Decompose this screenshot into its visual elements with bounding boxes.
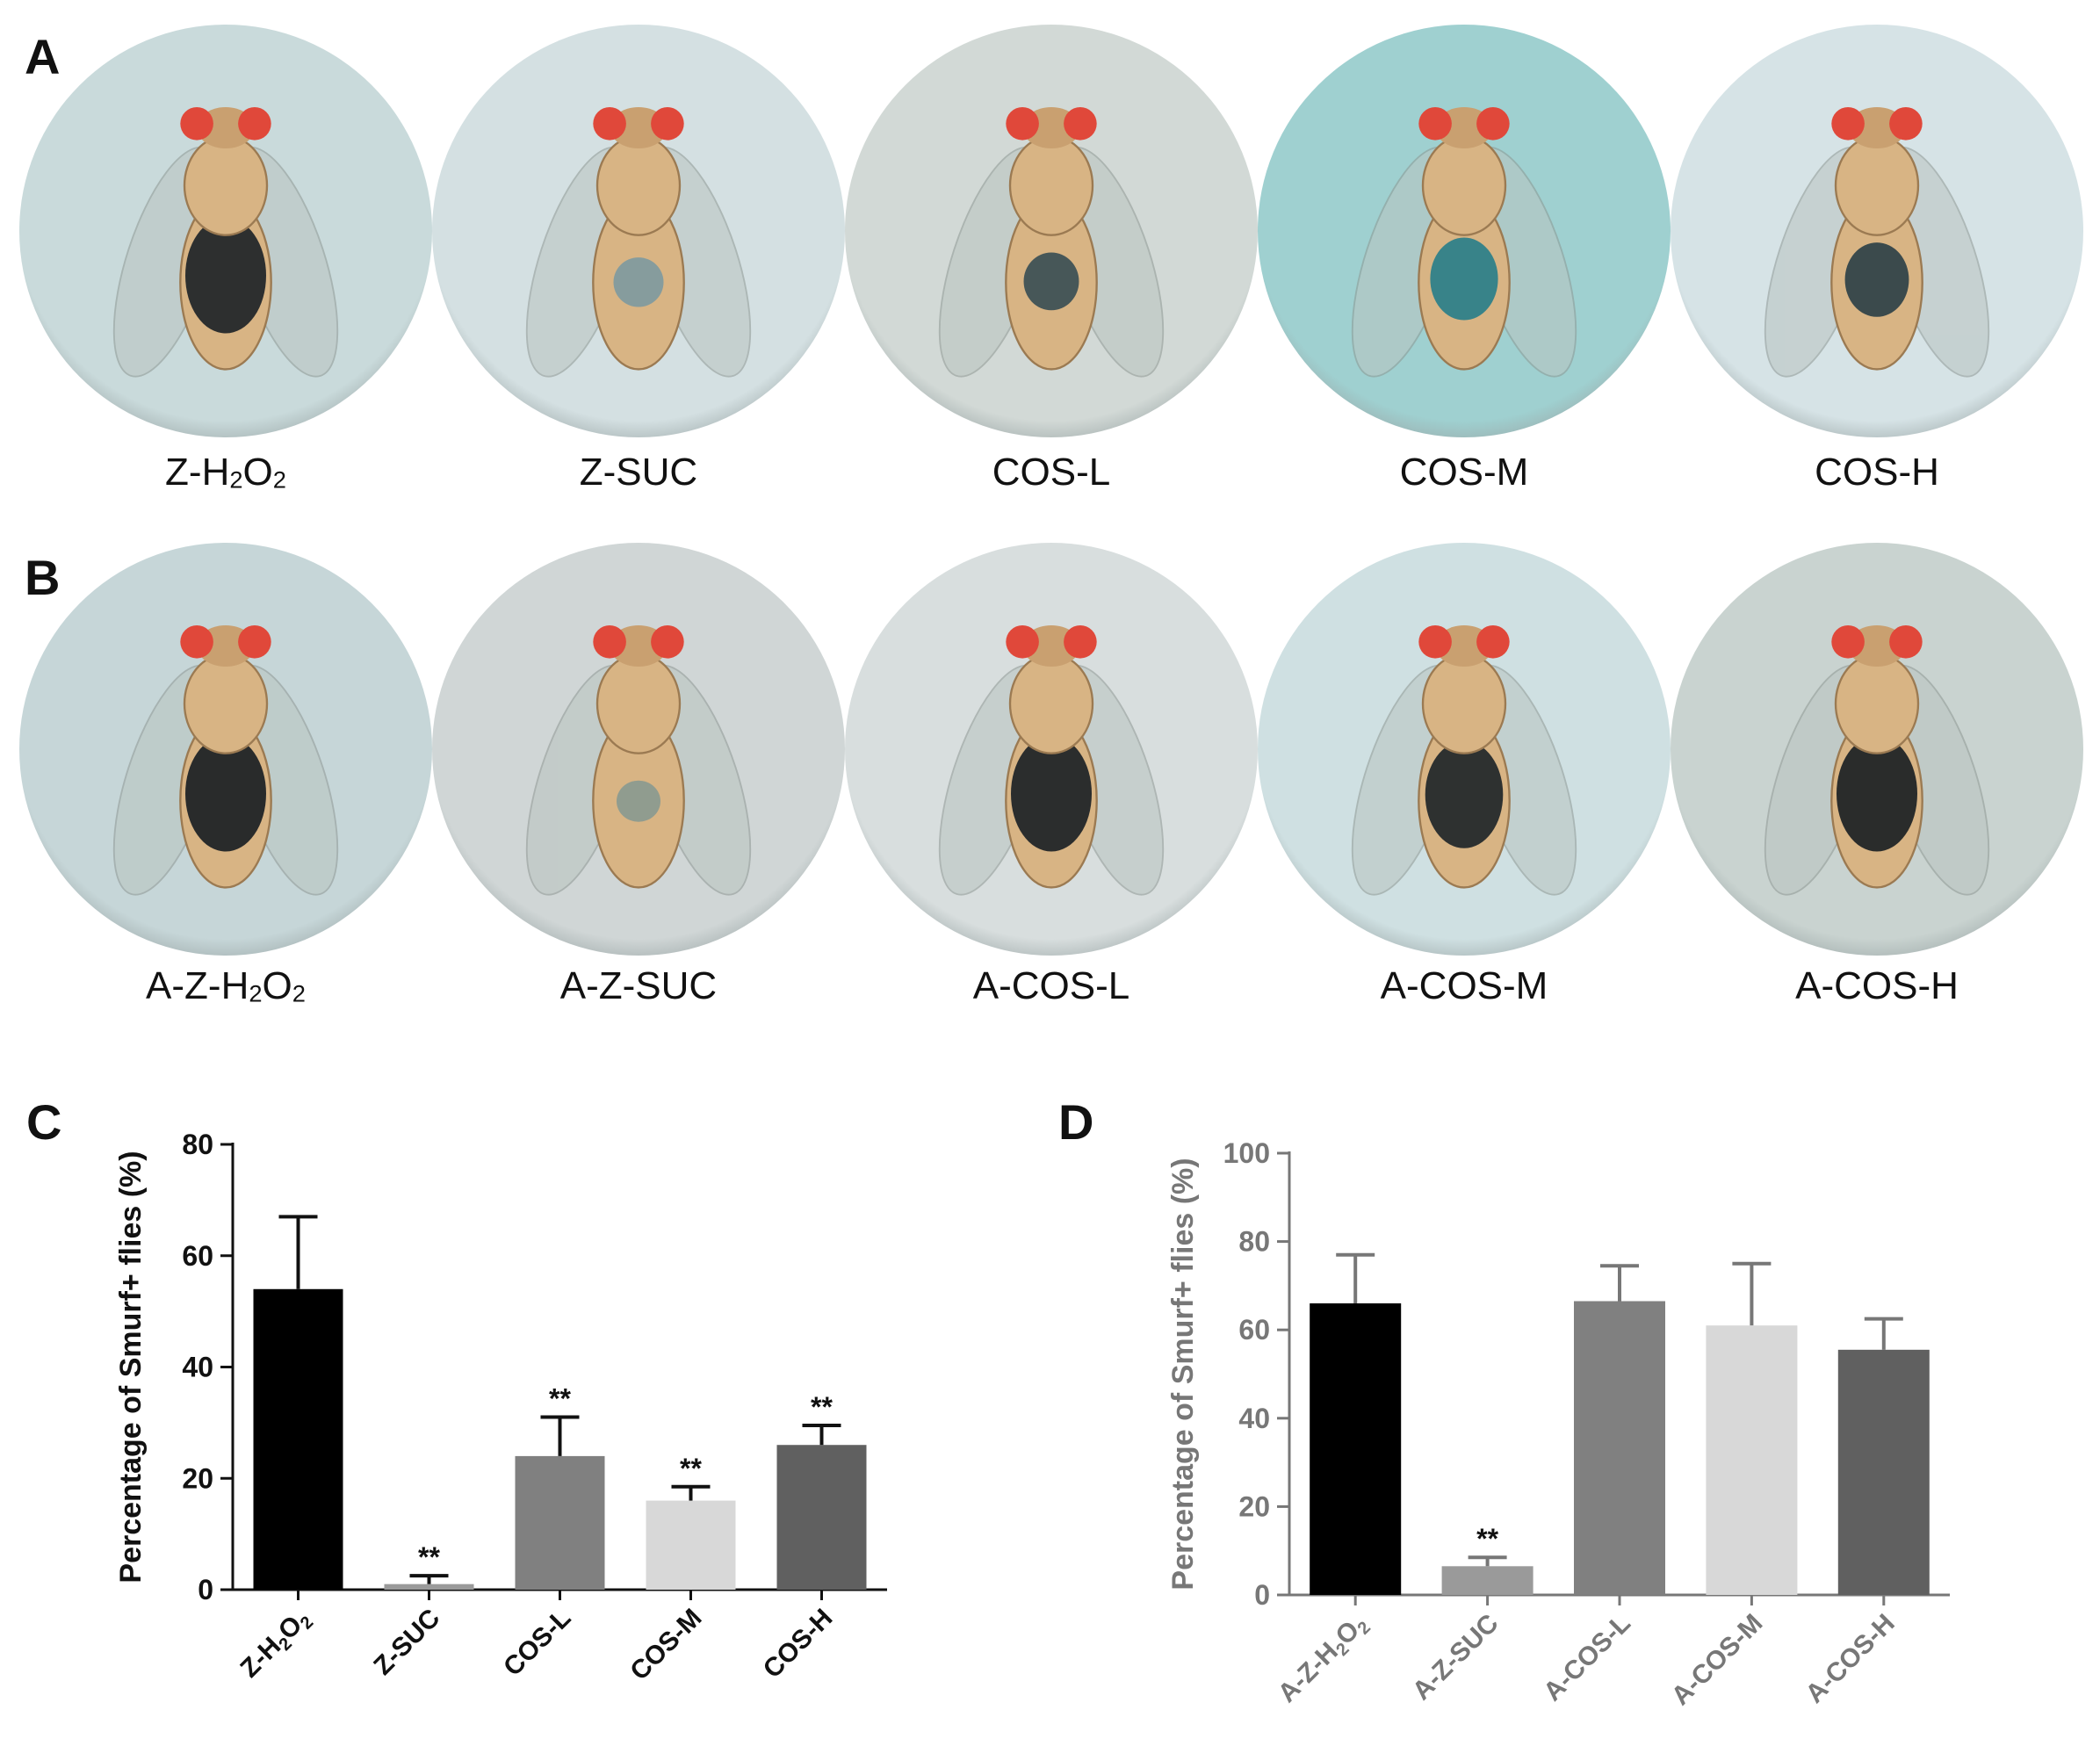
fly-photo-label-a-2: Z-SUC (579, 451, 698, 494)
fly-photo-b-5 (1671, 543, 2083, 956)
significance-marker: ** (680, 1453, 702, 1484)
fly-photo-label-a-3: COS-L (992, 451, 1111, 494)
y-tick-label: 0 (1254, 1579, 1270, 1611)
fly-photo-label-a-5: COS-H (1815, 451, 1939, 494)
y-tick-label: 100 (1223, 1137, 1270, 1169)
bar-z-suc (384, 1584, 474, 1590)
y-tick-label: 40 (182, 1352, 213, 1383)
bar-chart-d: Percentage of Smurf+ flies (%) 0 20 40 60 80 1… (1166, 1137, 1950, 1711)
x-tick-label: A-COS-H (1801, 1609, 1901, 1709)
fly-photo-b-1 (19, 543, 432, 956)
x-tick-label: Z-SUC (368, 1604, 445, 1681)
fly-photo-a-1 (19, 25, 432, 437)
panel-letter-c: C (26, 1094, 62, 1150)
bar-cos-h (776, 1445, 867, 1590)
fly-photo-label-b-4: A-COS-M (1380, 964, 1548, 1007)
x-tick-label: A-COS-M (1666, 1609, 1768, 1711)
x-tick-label: A-Z-SUC (1407, 1609, 1505, 1706)
fly-illustration (19, 25, 432, 437)
panel-letter-d: D (1058, 1094, 1094, 1150)
panel-letter-b: B (25, 550, 61, 605)
significance-marker: ** (811, 1391, 833, 1423)
significance-marker: ** (1476, 1523, 1498, 1555)
fly-photo-a-3 (845, 25, 1258, 437)
fly-photo-label-b-2: A-Z-SUC (559, 964, 718, 1007)
bar-a-z-suc (1441, 1566, 1534, 1595)
fly-photo-label-b-5: A-COS-H (1795, 964, 1959, 1007)
fly-photo-a-4 (1258, 25, 1671, 437)
bar-a-cos-h (1837, 1349, 1930, 1595)
y-tick-label: 80 (1238, 1226, 1270, 1258)
fly-illustration (845, 543, 1258, 956)
panel-letter-a: A (25, 29, 61, 84)
x-tick-label: COS-M (624, 1604, 707, 1686)
bar-chart-c: Percentage of Smurf+ flies (%) 0 20 40 60 80 Z… (114, 1129, 887, 1686)
y-tick-label: 60 (1238, 1314, 1270, 1346)
fly-photo-label-a-4: COS-M (1399, 451, 1529, 494)
fly-photo-label-b-3: A-COS-L (972, 964, 1130, 1007)
bar-cos-l (515, 1455, 605, 1590)
significance-marker: ** (418, 1541, 440, 1573)
y-tick-label: 40 (1238, 1403, 1270, 1434)
fly-illustration (1671, 25, 2083, 437)
y-axis-label: Percentage of Smurf+ flies (%) (1166, 1158, 1200, 1590)
fly-illustration (1258, 25, 1671, 437)
fly-illustration (845, 25, 1258, 437)
y-tick-label: 80 (182, 1129, 213, 1160)
fly-photo-label-b-1: A-Z-H2O2 (146, 964, 306, 1007)
fly-illustration (432, 25, 845, 437)
bar-a-z-h2o2 (1310, 1303, 1402, 1595)
x-tick-label: COS-L (498, 1604, 576, 1682)
y-axis-label: Percentage of Smurf+ flies (%) (114, 1151, 148, 1583)
fly-photo-b-3 (845, 543, 1258, 956)
fly-illustration (1258, 543, 1671, 956)
y-tick-label: 0 (198, 1574, 213, 1605)
fly-photo-label-a-1: Z-H2O2 (165, 451, 286, 494)
bar-z-h2o2 (253, 1288, 343, 1590)
bar-a-cos-m (1706, 1325, 1798, 1595)
fly-photo-b-2 (432, 543, 845, 956)
bar-a-cos-l (1574, 1301, 1665, 1595)
x-tick-label: A-Z-H2O2 (1273, 1609, 1375, 1711)
y-tick-label: 60 (182, 1240, 213, 1272)
fly-illustration (432, 543, 845, 956)
fly-photo-b-4 (1258, 543, 1671, 956)
fly-photo-a-2 (432, 25, 845, 437)
x-tick-label: A-COS-L (1538, 1609, 1636, 1707)
significance-marker: ** (549, 1383, 571, 1415)
x-tick-label: Z-H2O2 (235, 1604, 318, 1686)
fly-photo-a-5 (1671, 25, 2083, 437)
fly-illustration (19, 543, 432, 956)
y-tick-label: 20 (182, 1462, 213, 1494)
bar-cos-m (646, 1500, 736, 1590)
fly-illustration (1671, 543, 2083, 956)
x-tick-label: COS-H (758, 1604, 839, 1685)
y-tick-label: 20 (1238, 1490, 1270, 1522)
